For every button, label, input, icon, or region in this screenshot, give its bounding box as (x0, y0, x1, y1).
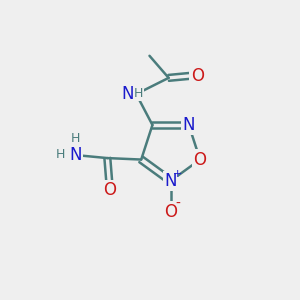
Text: N: N (164, 172, 177, 190)
Text: H: H (134, 87, 143, 100)
Text: -: - (176, 197, 180, 211)
Text: N: N (182, 116, 195, 134)
Text: H: H (71, 132, 80, 146)
Text: O: O (103, 181, 116, 199)
Text: N: N (70, 146, 82, 164)
Text: O: O (191, 67, 204, 85)
Text: +: + (172, 169, 182, 178)
Text: O: O (194, 151, 206, 169)
Text: O: O (164, 203, 177, 221)
Text: H: H (56, 148, 65, 161)
Text: N: N (122, 85, 134, 103)
